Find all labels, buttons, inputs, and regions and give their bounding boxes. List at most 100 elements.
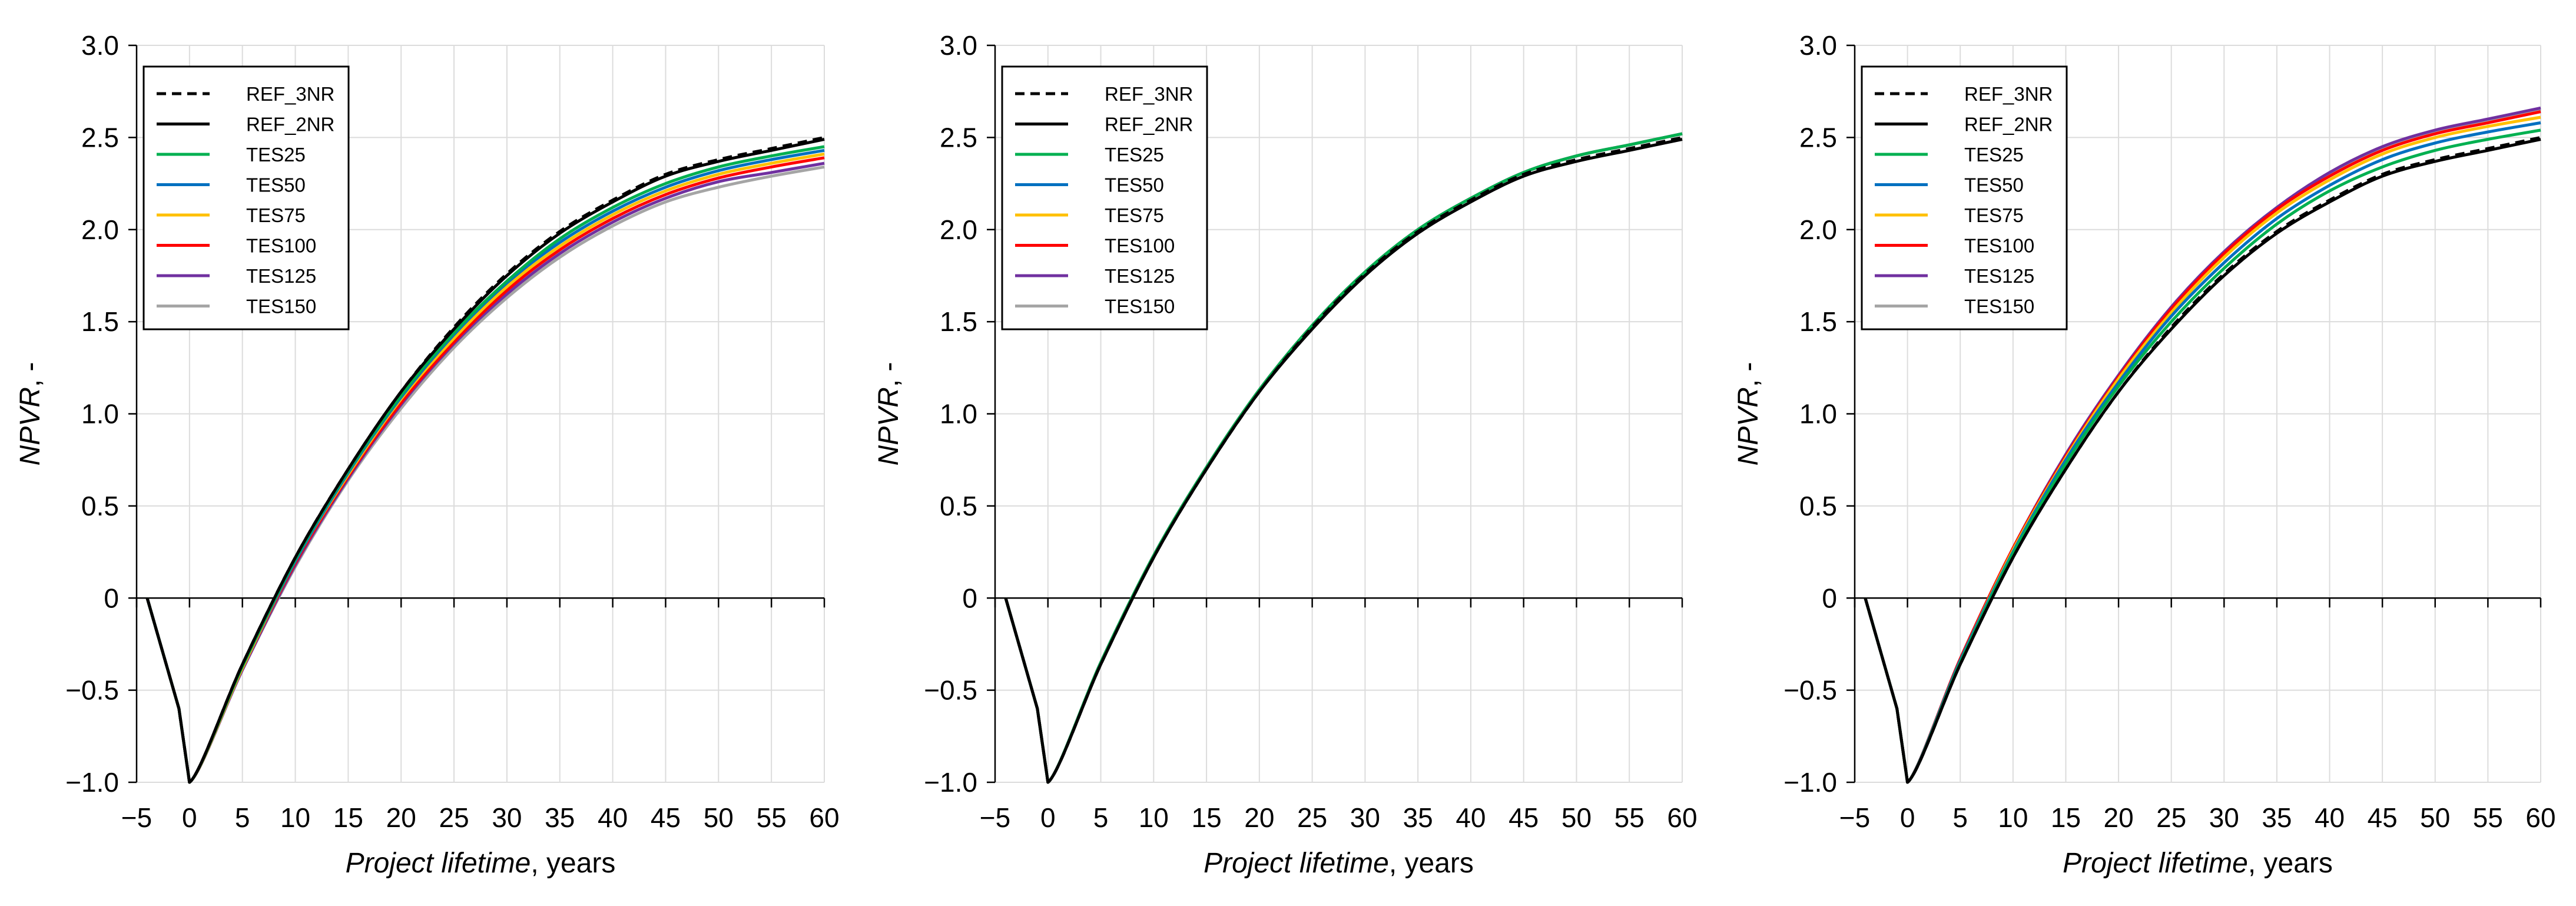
- legend-label: TES125: [246, 265, 316, 287]
- y-tick-label: 0: [1822, 583, 1837, 613]
- x-tick-label: 60: [1667, 802, 1697, 833]
- x-tick-label: 45: [651, 802, 681, 833]
- y-tick-label: 1.0: [940, 399, 977, 429]
- x-tick-label: 20: [386, 802, 416, 833]
- y-tick-label: 1.5: [1799, 306, 1837, 337]
- y-tick-label: 0.5: [81, 491, 119, 521]
- y-tick-label: 2.0: [81, 214, 119, 245]
- legend-label: TES100: [246, 235, 316, 257]
- x-tick-label: 60: [809, 802, 839, 833]
- x-axis-title: Project lifetime, years: [1204, 848, 1474, 879]
- chart-panel-3: −1.0 −0.5 0 0.5 1.0 1.5 2.0 2.5 3.0 −5 0 5 10 15 20 25 3…: [1733, 30, 2556, 879]
- legend-label: TES150: [1964, 296, 2034, 318]
- x-tick-label: 25: [2156, 802, 2186, 833]
- y-tick-label: −1.0: [65, 767, 119, 798]
- x-tick-label: 50: [704, 802, 734, 833]
- x-tick-label: −5: [1839, 802, 1870, 833]
- y-tick-label: 2.5: [940, 122, 977, 153]
- legend-label: TES50: [1964, 174, 2024, 196]
- y-tick-label: 2.0: [940, 214, 977, 245]
- x-tick-label: 45: [2368, 802, 2398, 833]
- series-line-ref-3nr: [1864, 135, 2541, 784]
- legend-label: TES25: [246, 144, 306, 166]
- x-tick-label: 60: [2525, 802, 2555, 833]
- y-tick-label: −1.0: [924, 767, 977, 798]
- legend-label: TES25: [1105, 144, 1164, 166]
- y-axis-title: NPVR, -: [1733, 362, 1764, 465]
- y-tick-label: 2.0: [1799, 214, 1837, 245]
- x-tick-label: 10: [1998, 802, 2028, 833]
- y-tick-label: 0: [104, 583, 119, 613]
- y-tick-label: 3.0: [940, 30, 977, 61]
- x-axis-title: Project lifetime, years: [2063, 848, 2333, 879]
- x-tick-label: 25: [1297, 802, 1327, 833]
- legend-label: REF_3NR: [1105, 83, 1193, 105]
- x-tick-label: 0: [182, 802, 197, 833]
- x-tick-label: 20: [2103, 802, 2133, 833]
- legend-box: [1861, 65, 2068, 330]
- x-tick-label: 25: [439, 802, 469, 833]
- y-tick-label: 0.5: [1799, 491, 1837, 521]
- legend-label: TES125: [1105, 265, 1175, 287]
- x-tick-label: 30: [492, 802, 522, 833]
- legend-box: [142, 65, 350, 330]
- y-tick-label: −0.5: [65, 675, 119, 706]
- y-tick-label: −1.0: [1783, 767, 1837, 798]
- x-tick-label: 55: [1614, 802, 1645, 833]
- x-tick-label: 10: [1139, 802, 1169, 833]
- legend-label: TES100: [1105, 235, 1175, 257]
- x-tick-label: 15: [333, 802, 363, 833]
- y-tick-label: −0.5: [924, 675, 977, 706]
- y-tick-label: 1.0: [81, 399, 119, 429]
- legend-label: REF_2NR: [1105, 114, 1193, 135]
- legend-label: REF_3NR: [246, 83, 334, 105]
- x-tick-label: 40: [2315, 802, 2345, 833]
- legend-label: TES75: [1964, 204, 2024, 226]
- y-tick-label: 1.0: [1799, 399, 1837, 429]
- legend-label: TES75: [246, 204, 306, 226]
- y-axis-title: NPVR, -: [873, 362, 904, 465]
- x-tick-label: 15: [2051, 802, 2081, 833]
- x-tick-label: 20: [1244, 802, 1274, 833]
- x-axis-title: Project lifetime, years: [346, 848, 616, 879]
- series-line-ref-3nr: [1004, 135, 1683, 784]
- y-tick-label: 2.5: [1799, 122, 1837, 153]
- legend-label: TES25: [1964, 144, 2024, 166]
- x-tick-label: 40: [1456, 802, 1486, 833]
- legend-label: REF_2NR: [1964, 114, 2053, 135]
- legend-label: TES100: [1964, 235, 2034, 257]
- y-tick-label: 3.0: [81, 30, 119, 61]
- chart-panel-2: −1.0 −0.5 0 0.5 1.0 1.5 2.0 2.5 3.0 −5 0 5 10 15 20 25 3…: [873, 30, 1698, 879]
- x-tick-label: 35: [2262, 802, 2292, 833]
- x-tick-label: 0: [1040, 802, 1056, 833]
- x-tick-label: 10: [280, 802, 310, 833]
- y-tick-label: 3.0: [1799, 30, 1837, 61]
- x-tick-label: −5: [121, 802, 152, 833]
- x-tick-label: 5: [1952, 802, 1968, 833]
- legend-label: TES50: [1105, 174, 1164, 196]
- legend-label: TES150: [1105, 296, 1175, 318]
- y-tick-label: 0.5: [940, 491, 977, 521]
- x-tick-label: 30: [2209, 802, 2239, 833]
- chart-panel-1: −1.0 −0.5 0 0.5 1.0 1.5 2.0 2.5 3.0 −5 0 5 10 15 20 25 3…: [15, 30, 840, 879]
- x-tick-label: 40: [598, 802, 628, 833]
- y-tick-label: 0: [962, 583, 977, 613]
- y-tick-label: −0.5: [1783, 675, 1837, 706]
- x-tick-label: 35: [1403, 802, 1433, 833]
- legend-label: TES150: [246, 296, 316, 318]
- x-tick-label: 5: [235, 802, 250, 833]
- y-tick-label: 1.5: [81, 306, 119, 337]
- legend-box: [1001, 65, 1208, 330]
- y-axis-title: NPVR, -: [15, 362, 46, 465]
- legend-label: TES125: [1964, 265, 2034, 287]
- x-tick-label: 0: [1900, 802, 1915, 833]
- x-tick-label: 30: [1350, 802, 1380, 833]
- x-tick-label: 15: [1191, 802, 1221, 833]
- y-tick-label: 2.5: [81, 122, 119, 153]
- x-tick-label: 55: [2473, 802, 2503, 833]
- x-tick-label: −5: [980, 802, 1010, 833]
- x-tick-label: 55: [757, 802, 787, 833]
- legend-label: TES50: [246, 174, 306, 196]
